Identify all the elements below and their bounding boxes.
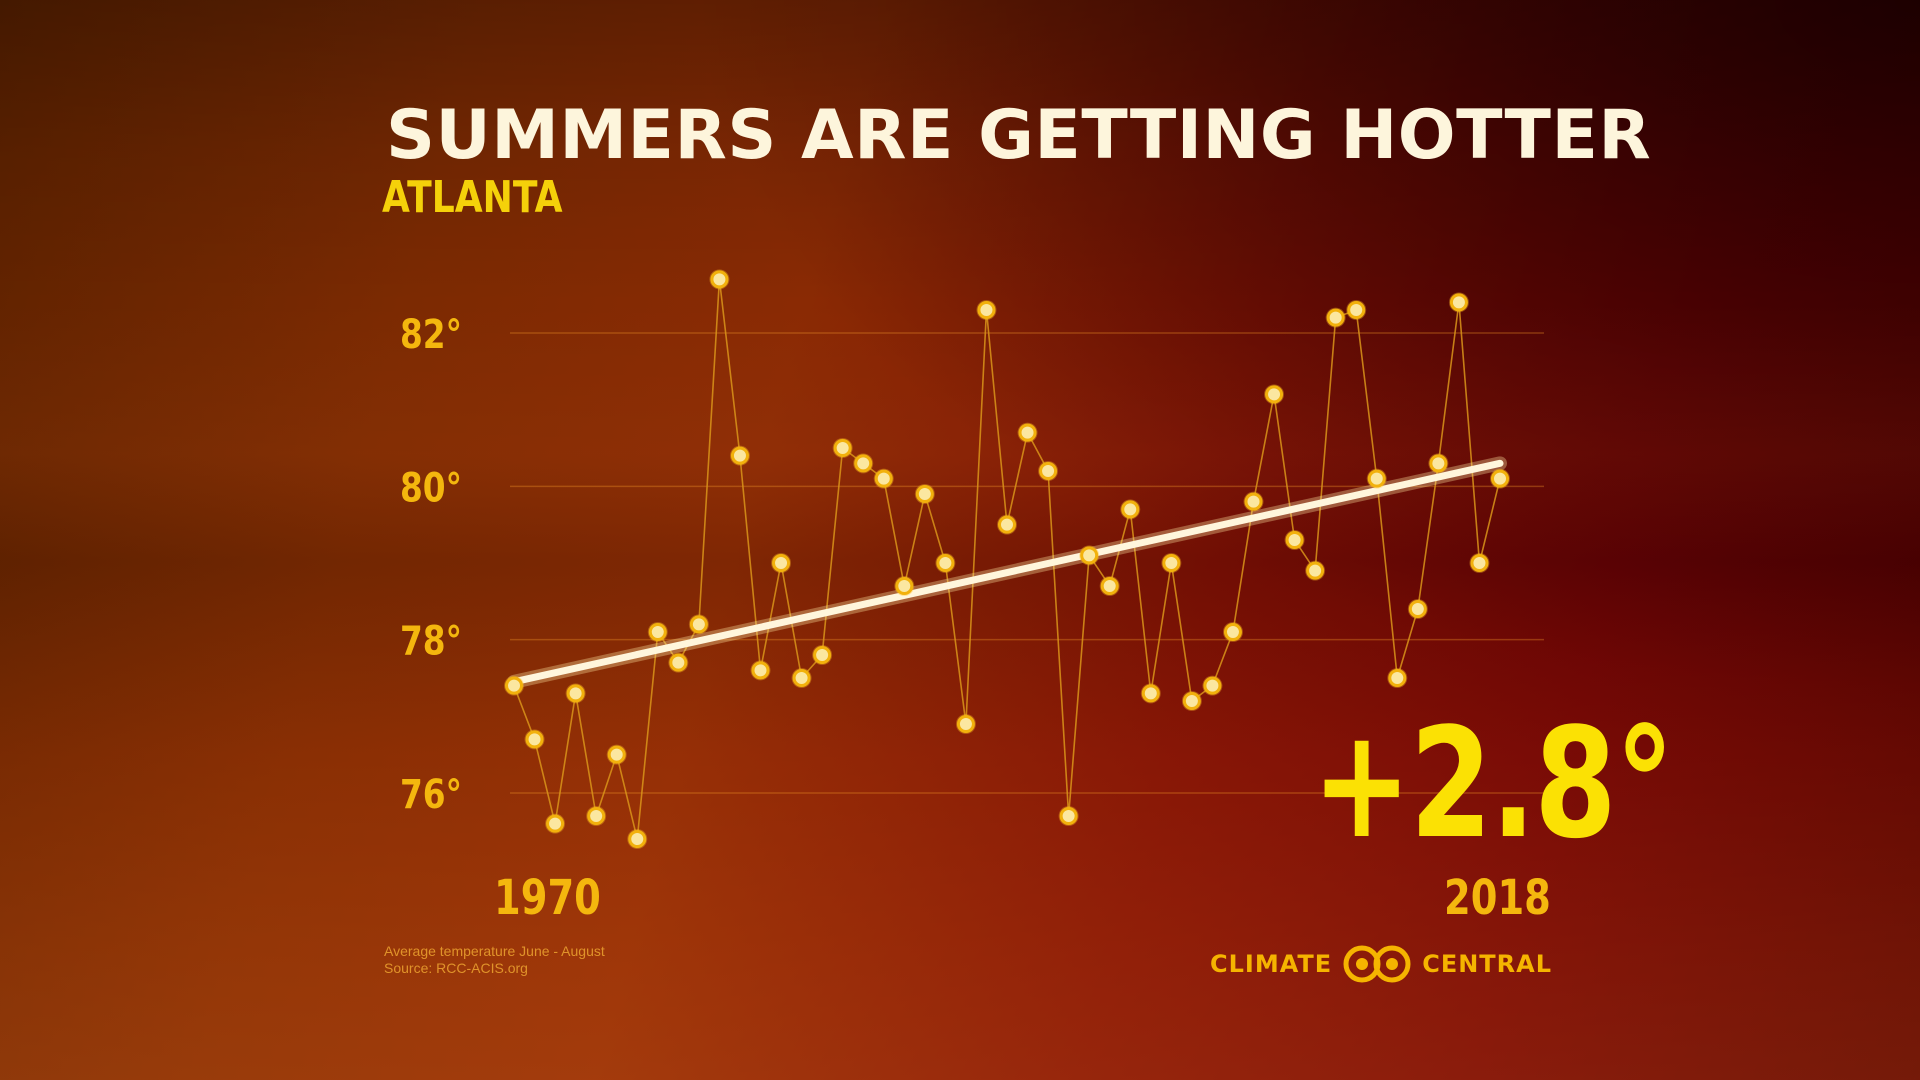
data-point	[936, 554, 955, 572]
data-point	[1182, 692, 1201, 710]
data-point	[772, 554, 791, 572]
data-point	[1018, 423, 1037, 442]
y-tick-label: 78°	[400, 617, 462, 664]
data-point	[1080, 546, 1099, 565]
data-point	[1449, 293, 1468, 312]
data-point	[1367, 469, 1386, 488]
data-point	[1121, 500, 1140, 519]
x-tick-label-end: 2018	[1444, 870, 1551, 926]
data-point	[587, 807, 606, 825]
data-point	[1059, 807, 1078, 825]
chart-source: Source: RCC-ACIS.org	[384, 960, 528, 976]
data-point	[1141, 684, 1160, 703]
data-point	[648, 623, 667, 641]
data-point	[1162, 554, 1181, 572]
data-point	[792, 669, 811, 687]
data-points	[504, 269, 1510, 849]
data-point	[1491, 469, 1509, 488]
brand-name-right: CENTRAL	[1422, 950, 1553, 978]
data-point	[689, 615, 708, 634]
climate-central-logo-icon	[1343, 945, 1411, 983]
y-tick-labels: 82° 80° 78° 76°	[400, 311, 462, 818]
data-point	[813, 646, 832, 664]
data-point	[607, 745, 626, 764]
y-tick-label: 80°	[400, 464, 462, 511]
data-point	[505, 676, 523, 695]
data-point	[566, 684, 585, 703]
data-point	[730, 446, 749, 465]
data-point	[1285, 531, 1304, 549]
temperature-change-label: +2.8°	[1312, 695, 1674, 872]
chart-note: Average temperature June - August	[384, 943, 605, 959]
data-point	[546, 814, 565, 833]
data-point	[915, 485, 934, 503]
chart-subtitle: ATLANTA	[382, 172, 563, 223]
data-point	[1265, 385, 1284, 404]
data-point	[956, 715, 975, 733]
data-point	[1039, 462, 1058, 480]
data-point	[1223, 623, 1242, 641]
data-point	[1347, 301, 1366, 319]
trend-line-path	[510, 459, 1504, 686]
chart-title: SUMMERS ARE GETTING HOTTER	[386, 96, 1652, 175]
data-point	[628, 830, 647, 848]
data-point	[833, 439, 852, 457]
y-tick-label: 82°	[400, 311, 462, 358]
data-point	[1326, 308, 1345, 327]
data-point	[1203, 676, 1222, 695]
trend-line	[507, 456, 1507, 689]
data-point	[998, 515, 1016, 534]
x-tick-label-start: 1970	[494, 870, 601, 926]
data-point	[710, 270, 729, 289]
data-point	[669, 653, 688, 672]
data-point	[1429, 454, 1448, 473]
data-point	[895, 577, 914, 595]
data-point	[1244, 492, 1263, 511]
data-point	[1306, 561, 1325, 580]
y-tick-label: 76°	[400, 771, 462, 818]
data-point	[1408, 600, 1427, 618]
data-point	[751, 661, 770, 680]
grid-lines	[510, 332, 1544, 794]
brand-name-left: CLIMATE	[1210, 950, 1333, 978]
data-point	[854, 454, 873, 473]
data-point	[1100, 577, 1119, 595]
data-point	[525, 730, 544, 749]
data-point	[1470, 554, 1489, 572]
data-point	[874, 469, 893, 488]
brand-logo-lockup: CLIMATE CENTRAL	[1210, 944, 1552, 984]
data-point	[1388, 669, 1407, 687]
data-point	[977, 301, 996, 319]
